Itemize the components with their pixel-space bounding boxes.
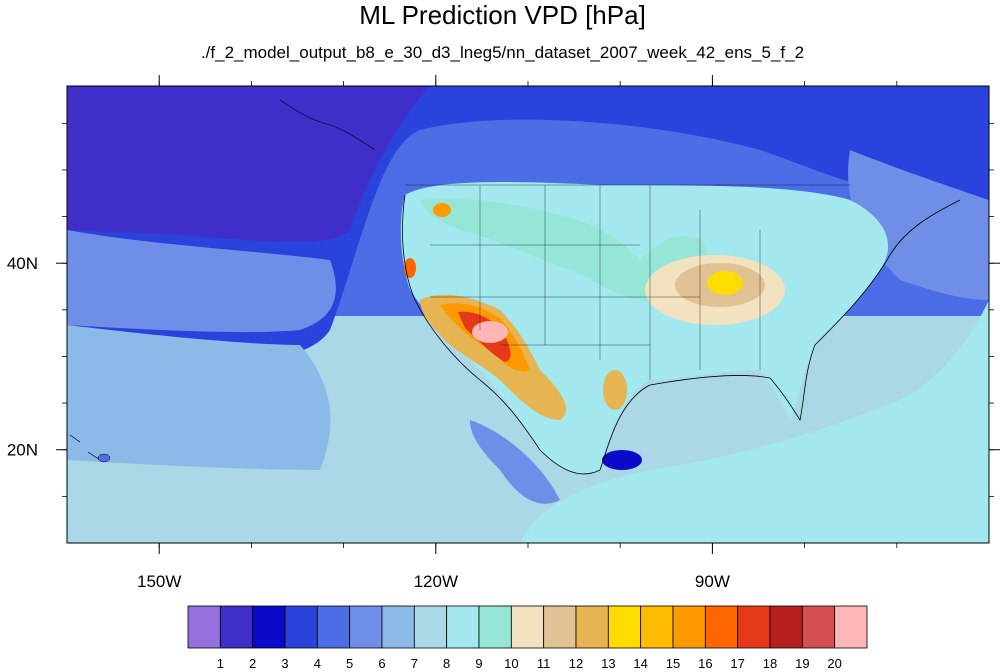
colorbar-label: 8 (443, 656, 450, 671)
colorbar-label: 9 (475, 656, 482, 671)
colorbar-label: 4 (314, 656, 321, 671)
colorbar-label: 3 (281, 656, 288, 671)
field-plains (420, 198, 708, 301)
colorbar-swatch (187, 605, 221, 649)
colorbar-label: 1 (217, 656, 224, 671)
colorbar-swatch (478, 605, 512, 649)
lat-ticks: 40N 20N (7, 254, 1000, 460)
map-title: ML Prediction VPD [hPa] (359, 0, 646, 30)
lon-tick-label: 90W (695, 572, 730, 591)
lat-tick-label: 40N (7, 254, 38, 273)
colorbar-label: 11 (537, 656, 551, 671)
colorbar-label: 2 (249, 656, 256, 671)
colorbar-swatch (607, 605, 642, 649)
colorbar-swatch (413, 605, 448, 649)
colorbar-swatch (801, 605, 836, 649)
colorbar-label: 13 (601, 656, 615, 671)
colorbar-label: 19 (795, 656, 809, 671)
field-pacific-mid (67, 325, 331, 470)
colorbar-swatch (640, 605, 674, 649)
colorbar-swatch (575, 605, 609, 649)
colorbar: 1 2 3 4 5 6 7 8 9 10 11 12 13 14 15 16 17 18 19 20 (187, 605, 868, 671)
colorbar-swatch (510, 605, 545, 649)
colorbar-label: 18 (763, 656, 777, 671)
colorbar-label: 17 (730, 656, 744, 671)
field-midwest-core (707, 271, 743, 295)
colorbar-swatch (381, 605, 415, 649)
minor-ticks (62, 81, 994, 548)
state-borders (405, 184, 850, 380)
colorbar-swatch (543, 605, 577, 649)
colorbar-label: 6 (378, 656, 385, 671)
lon-tick-label: 150W (137, 572, 181, 591)
vpd-field (67, 86, 989, 543)
field-nw-spot (433, 203, 451, 217)
colorbar-label: 20 (827, 656, 841, 671)
field-mexico-low (602, 450, 642, 470)
colorbar-label: 5 (346, 656, 353, 671)
field-atlantic (520, 300, 989, 543)
colorbar-label: 14 (633, 656, 647, 671)
field-atlantic-north (848, 150, 989, 300)
colorbar-swatch (672, 605, 706, 649)
colorbar-swatch (219, 605, 254, 649)
colorbar-swatch (446, 605, 480, 649)
field-sw-peak (472, 321, 508, 343)
colorbar-swatch (737, 605, 771, 649)
colorbar-swatch (704, 605, 739, 649)
field-pacific-band (67, 230, 336, 333)
colorbar-label: 7 (411, 656, 418, 671)
colorbar-swatch (316, 605, 351, 649)
lon-ticks: 150W 120W 90W (137, 75, 730, 591)
colorbar-label: 10 (504, 656, 518, 671)
hawaii-big-island (97, 453, 111, 463)
map-subtitle: ./f_2_model_output_b8_e_30_d3_lneg5/nn_d… (200, 43, 805, 62)
lon-tick-label: 120W (414, 572, 458, 591)
coastline (402, 194, 961, 475)
colorbar-swatch (769, 605, 803, 649)
field-tx-spot (603, 370, 627, 410)
field-gulf-alaska (67, 86, 430, 242)
colorbar-label: 12 (569, 656, 583, 671)
colorbar-swatch (252, 605, 286, 649)
colorbar-swatch (284, 605, 318, 649)
field-sw-warm (420, 294, 567, 420)
colorbar-swatch (349, 605, 383, 649)
colorbar-swatch (834, 605, 868, 649)
lat-tick-label: 20N (7, 441, 38, 460)
colorbar-label: 15 (666, 656, 680, 671)
field-mexico-west (470, 420, 560, 504)
alaska-coast (279, 99, 376, 151)
colorbar-label: 16 (698, 656, 712, 671)
